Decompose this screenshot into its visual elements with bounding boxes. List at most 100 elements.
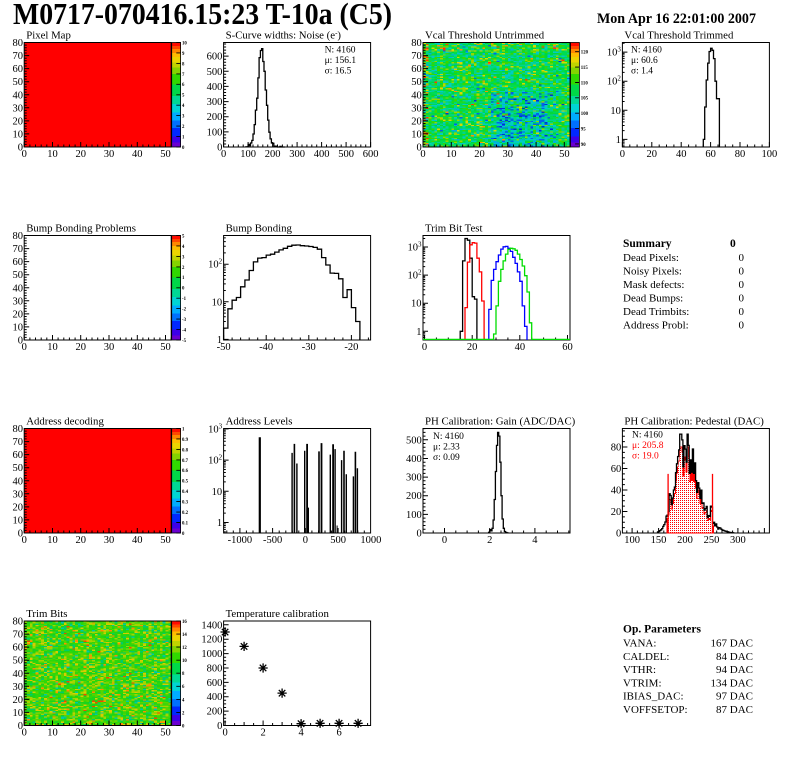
- svg-text:20: 20: [13, 309, 24, 320]
- svg-text:60: 60: [611, 464, 622, 475]
- svg-text:10: 10: [13, 129, 24, 140]
- svg-text:1200: 1200: [201, 635, 222, 646]
- svg-text:-20: -20: [344, 342, 358, 353]
- svg-text:S-Curve widths: Noise (e-): S-Curve widths: Noise (e-): [226, 29, 342, 42]
- svg-text:VTRIM:: VTRIM:: [623, 677, 662, 689]
- svg-text:0: 0: [18, 529, 23, 540]
- svg-text:500: 500: [338, 149, 354, 160]
- svg-text:50: 50: [160, 535, 171, 546]
- svg-text:80: 80: [13, 38, 24, 49]
- svg-text:10: 10: [47, 535, 58, 546]
- svg-text:14: 14: [182, 633, 187, 638]
- svg-text:50: 50: [160, 149, 171, 160]
- svg-text:87 DAC: 87 DAC: [716, 704, 753, 716]
- svg-text:0.7: 0.7: [182, 459, 189, 464]
- svg-text:400: 400: [207, 692, 223, 703]
- svg-text:2: 2: [182, 125, 185, 130]
- svg-text:-500: -500: [263, 535, 282, 546]
- svg-text:80: 80: [13, 617, 24, 628]
- svg-text:0: 0: [22, 535, 27, 546]
- svg-text:-1000: -1000: [228, 535, 253, 546]
- svg-text:50: 50: [160, 342, 171, 353]
- svg-text:600: 600: [207, 52, 223, 63]
- svg-text:1: 1: [217, 518, 222, 529]
- svg-text:0.2: 0.2: [182, 511, 189, 516]
- svg-text:500: 500: [406, 435, 422, 446]
- svg-text:4: 4: [182, 245, 185, 250]
- svg-text:6: 6: [182, 83, 185, 88]
- svg-text:20: 20: [474, 149, 485, 160]
- svg-text:20: 20: [75, 342, 86, 353]
- svg-text:0.3: 0.3: [182, 501, 189, 506]
- svg-text:10: 10: [212, 297, 223, 308]
- svg-text:Mask defects:: Mask defects:: [623, 279, 684, 291]
- svg-text:10: 10: [411, 129, 422, 140]
- svg-text:0: 0: [182, 532, 185, 537]
- svg-text:30: 30: [104, 342, 115, 353]
- svg-text:60: 60: [13, 643, 24, 654]
- svg-text:1400: 1400: [201, 620, 222, 631]
- svg-text:20: 20: [467, 342, 478, 353]
- svg-text:600: 600: [363, 149, 379, 160]
- svg-text:0: 0: [422, 342, 427, 353]
- svg-text:60: 60: [562, 342, 573, 353]
- svg-text:5: 5: [182, 234, 185, 239]
- svg-text:100: 100: [624, 535, 640, 546]
- svg-text:40: 40: [13, 476, 24, 487]
- svg-text:70: 70: [13, 244, 24, 255]
- svg-text:0: 0: [417, 143, 422, 154]
- svg-text:20: 20: [75, 149, 86, 160]
- svg-text:Trim Bits: Trim Bits: [26, 608, 67, 620]
- svg-text:0: 0: [182, 724, 185, 729]
- svg-text:50: 50: [13, 463, 24, 474]
- svg-text:800: 800: [207, 663, 223, 674]
- svg-text:80: 80: [735, 149, 746, 160]
- svg-text:94 DAC: 94 DAC: [716, 664, 753, 676]
- svg-text:50: 50: [160, 728, 171, 739]
- svg-text:σ: 19.0: σ: 19.0: [632, 452, 659, 462]
- svg-text:0: 0: [18, 143, 23, 154]
- svg-text:2: 2: [182, 266, 185, 271]
- svg-text:-1: -1: [182, 297, 187, 302]
- svg-text:Address Probl:: Address Probl:: [623, 320, 689, 332]
- svg-text:8: 8: [182, 672, 185, 677]
- svg-text:0: 0: [417, 529, 422, 540]
- svg-text:3: 3: [182, 255, 185, 260]
- svg-text:30: 30: [104, 535, 115, 546]
- svg-text:80: 80: [411, 38, 422, 49]
- svg-text:0: 0: [18, 721, 23, 732]
- svg-text:1: 1: [616, 135, 621, 146]
- svg-text:40: 40: [515, 342, 526, 353]
- svg-text:0.9: 0.9: [182, 438, 189, 443]
- svg-text:0.5: 0.5: [182, 480, 189, 485]
- svg-text:134 DAC: 134 DAC: [711, 677, 753, 689]
- svg-text:4: 4: [182, 698, 185, 703]
- svg-text:N: 4160: N: 4160: [325, 46, 356, 56]
- svg-text:-4: -4: [182, 328, 187, 333]
- svg-text:0: 0: [739, 293, 745, 305]
- svg-text:600: 600: [207, 678, 223, 689]
- svg-text:30: 30: [13, 682, 24, 693]
- svg-text:40: 40: [132, 728, 143, 739]
- svg-text:1000: 1000: [360, 535, 381, 546]
- svg-text:400: 400: [314, 149, 330, 160]
- svg-text:0: 0: [22, 149, 27, 160]
- svg-text:Mon Apr 16 22:01:00 2007: Mon Apr 16 22:01:00 2007: [597, 11, 757, 27]
- svg-text:PH Calibration: Pedestal (DAC): PH Calibration: Pedestal (DAC): [624, 416, 764, 428]
- svg-text:3: 3: [182, 115, 185, 120]
- svg-text:0: 0: [442, 535, 447, 546]
- svg-text:10: 10: [610, 106, 621, 117]
- svg-text:9: 9: [182, 52, 185, 57]
- svg-text:70: 70: [13, 630, 24, 641]
- svg-text:0: 0: [739, 252, 745, 264]
- svg-text:0: 0: [739, 306, 745, 318]
- svg-text:10: 10: [13, 322, 24, 333]
- svg-text:μ: 205.8: μ: 205.8: [632, 441, 664, 451]
- svg-text:80: 80: [13, 231, 24, 242]
- svg-text:0: 0: [739, 320, 745, 332]
- svg-text:200: 200: [677, 535, 693, 546]
- svg-text:10: 10: [411, 299, 422, 310]
- svg-text:5: 5: [182, 94, 185, 99]
- svg-text:50: 50: [13, 270, 24, 281]
- svg-text:N: 4160: N: 4160: [632, 431, 663, 441]
